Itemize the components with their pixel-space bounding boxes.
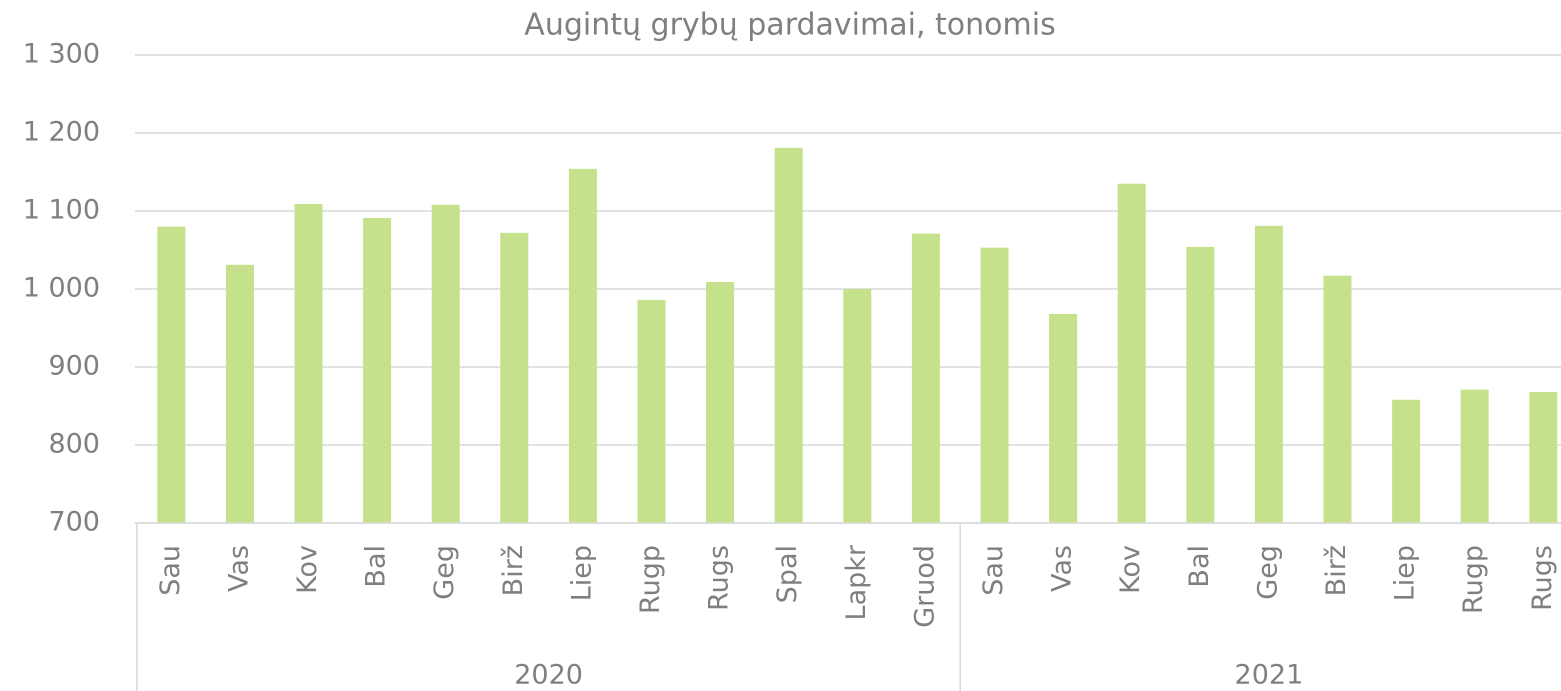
bar xyxy=(1392,399,1421,523)
bar xyxy=(911,233,940,523)
x-tick-label: Kov xyxy=(292,545,323,594)
y-tick-label: 1 300 xyxy=(23,39,100,70)
x-tick-label: Bal xyxy=(361,545,392,588)
bar xyxy=(980,247,1009,523)
x-tick-label: Vas xyxy=(223,545,254,592)
bar xyxy=(363,218,392,523)
bar xyxy=(500,232,529,523)
x-tick-label: Birž xyxy=(498,545,529,596)
x-tick-label: Rugs xyxy=(1527,545,1558,611)
group-label: 2021 xyxy=(1235,660,1304,691)
x-tick-label: Birž xyxy=(1321,545,1352,596)
x-tick-label: Lapkr xyxy=(841,544,872,620)
bar xyxy=(706,281,735,523)
x-tick-label: Rugp xyxy=(635,545,666,614)
x-tick-label: Rugs xyxy=(704,545,735,611)
x-tick-label: Liep xyxy=(566,545,597,601)
bar xyxy=(1460,389,1489,523)
x-tick-label: Geg xyxy=(1252,545,1283,600)
y-tick-label: 1 100 xyxy=(23,195,100,226)
x-tick-label: Bal xyxy=(1184,545,1215,588)
group-label: 2020 xyxy=(514,660,583,691)
y-tick-label: 900 xyxy=(48,351,100,382)
bar xyxy=(294,203,323,524)
bar xyxy=(431,204,460,523)
x-tick-label: Kov xyxy=(1115,545,1146,594)
bar xyxy=(568,168,597,523)
x-tick-label: Geg xyxy=(429,545,460,600)
bar xyxy=(1049,313,1078,523)
x-tick-label: Sau xyxy=(978,545,1009,596)
y-tick-label: 800 xyxy=(48,429,100,460)
x-tick-label: Gruod xyxy=(909,545,940,628)
bar xyxy=(225,264,254,523)
x-tick-label: Spal xyxy=(772,545,803,603)
y-tick-label: 700 xyxy=(48,507,100,538)
bar xyxy=(1323,275,1352,523)
x-tick-label: Vas xyxy=(1047,545,1078,592)
bar xyxy=(1117,183,1146,523)
bar xyxy=(157,226,186,523)
x-tick-label: Liep xyxy=(1390,545,1421,601)
chart-title: Augintų grybų pardavimai, tonomis xyxy=(524,8,1055,43)
y-tick-label: 1 200 xyxy=(23,117,100,148)
x-tick-label: Rugp xyxy=(1458,545,1489,614)
bar xyxy=(637,299,666,523)
bar xyxy=(1254,225,1283,523)
bar xyxy=(1186,246,1215,523)
bar xyxy=(774,147,803,523)
y-tick-label: 1 000 xyxy=(23,273,100,304)
bar xyxy=(1529,391,1558,523)
bar xyxy=(843,289,872,523)
x-tick-label: Sau xyxy=(155,545,186,596)
